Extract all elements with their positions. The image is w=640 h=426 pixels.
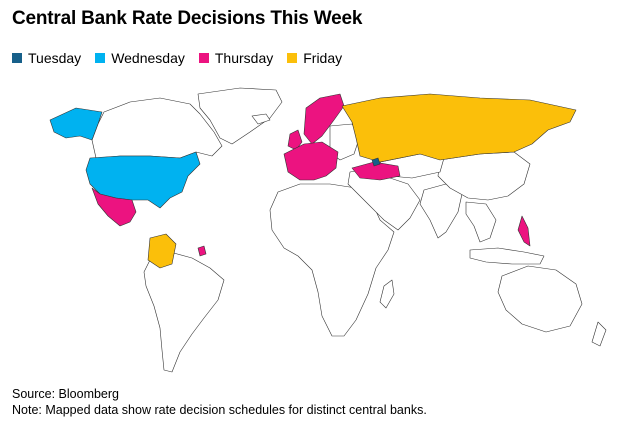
canada: [91, 97, 223, 159]
south-america: [143, 251, 225, 373]
footer: Source: Bloomberg Note: Mapped data show…: [12, 386, 427, 418]
australia: [497, 265, 583, 333]
legend: Tuesday Wednesday Thursday Friday: [12, 50, 356, 66]
legend-label-wednesday: Wednesday: [111, 50, 185, 66]
new-zealand: [591, 321, 607, 347]
colombia: [147, 233, 177, 269]
chart-title: Central Bank Rate Decisions This Week: [12, 8, 363, 29]
legend-label-friday: Friday: [303, 50, 343, 66]
western-europe: [283, 141, 339, 181]
legend-label-thursday: Thursday: [214, 50, 274, 66]
trinidad: [197, 245, 207, 257]
data-note: Note: Mapped data show rate decision sch…: [12, 403, 427, 417]
source-note: Source: Bloomberg: [12, 387, 120, 401]
legend-swatch-friday: [287, 53, 298, 63]
mexico: [91, 187, 137, 227]
legend-swatch-thursday: [198, 53, 209, 63]
russia: [341, 93, 577, 163]
madagascar: [379, 279, 395, 309]
legend-item-thursday: Thursday: [198, 50, 274, 66]
philippines: [517, 215, 531, 247]
uk: [287, 129, 303, 151]
india: [419, 183, 463, 239]
norway-sweden: [303, 93, 345, 145]
greenland: [197, 87, 283, 145]
legend-swatch-tuesday: [12, 53, 22, 63]
legend-label-tuesday: Tuesday: [28, 50, 82, 66]
legend-item-tuesday: Tuesday: [12, 50, 81, 66]
legend-item-friday: Friday: [287, 50, 342, 66]
legend-swatch-wednesday: [95, 53, 106, 63]
usa: [85, 151, 201, 209]
alaska: [49, 107, 103, 141]
indonesia: [469, 247, 545, 265]
tuesday-country: [371, 157, 381, 167]
world-map: [49, 87, 607, 373]
iceland: [251, 113, 271, 125]
legend-item-wednesday: Wednesday: [95, 50, 185, 66]
southeast-asia: [465, 201, 497, 243]
